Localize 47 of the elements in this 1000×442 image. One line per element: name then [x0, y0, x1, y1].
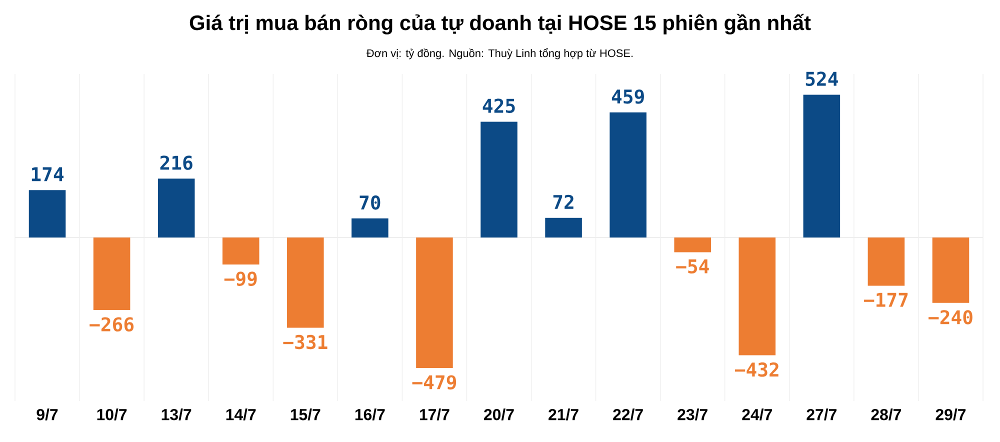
bar — [738, 238, 776, 356]
bar — [868, 238, 905, 286]
x-tick-label: 21/7 — [548, 408, 578, 420]
x-tick-label: 15/7 — [290, 408, 320, 420]
bar — [352, 218, 388, 238]
x-tick-label: 28/7 — [871, 408, 902, 420]
x-tick-label: 27/7 — [806, 408, 836, 420]
x-tick-label: 29/7 — [936, 408, 966, 420]
x-tick-label: 22/7 — [613, 408, 643, 420]
chart-title: Giá trị mua bán ròng của tự doanh tại HOSE 15 phiên gần nhất — [190, 14, 811, 34]
bar — [222, 238, 260, 264]
x-tick-label: 23/7 — [678, 408, 708, 420]
bar — [932, 238, 970, 303]
bar — [610, 112, 646, 238]
bar — [28, 190, 66, 238]
data-label: 425 — [482, 98, 515, 113]
data-label: −240 — [928, 310, 972, 324]
data-label: 459 — [612, 90, 644, 104]
x-tick-label: 10/7 — [97, 408, 127, 420]
data-label: 524 — [806, 72, 838, 86]
x-tick-label: 9/7 — [36, 408, 58, 420]
data-label: −54 — [676, 259, 709, 274]
data-label: 72 — [553, 194, 574, 209]
data-label: −99 — [224, 272, 257, 286]
x-tick-label: 16/7 — [355, 408, 385, 420]
bar — [480, 122, 518, 238]
x-tick-label: 17/7 — [420, 408, 450, 420]
data-label: −432 — [734, 362, 778, 377]
data-label: 70 — [360, 195, 380, 210]
chart-subtitle: Đơn vị: tỷ đồng. Nguồn: Thuỳ Linh tổng hợp từ HOSE. — [366, 48, 633, 60]
x-tick-label: 20/7 — [484, 408, 514, 420]
x-tick-label: 24/7 — [742, 408, 772, 420]
bar — [545, 218, 582, 238]
bar — [158, 178, 195, 238]
bar — [287, 238, 324, 328]
bar — [803, 94, 840, 238]
data-label: 216 — [160, 156, 192, 170]
bar — [93, 238, 130, 310]
data-label: 174 — [32, 167, 64, 182]
bar — [674, 238, 711, 252]
x-tick-label: 14/7 — [226, 408, 256, 420]
data-label: −177 — [864, 292, 908, 307]
data-label: −479 — [412, 375, 456, 390]
data-label: −266 — [90, 317, 134, 332]
x-tick-label: 13/7 — [162, 408, 192, 420]
bar — [416, 238, 453, 368]
data-label: −331 — [283, 334, 328, 350]
